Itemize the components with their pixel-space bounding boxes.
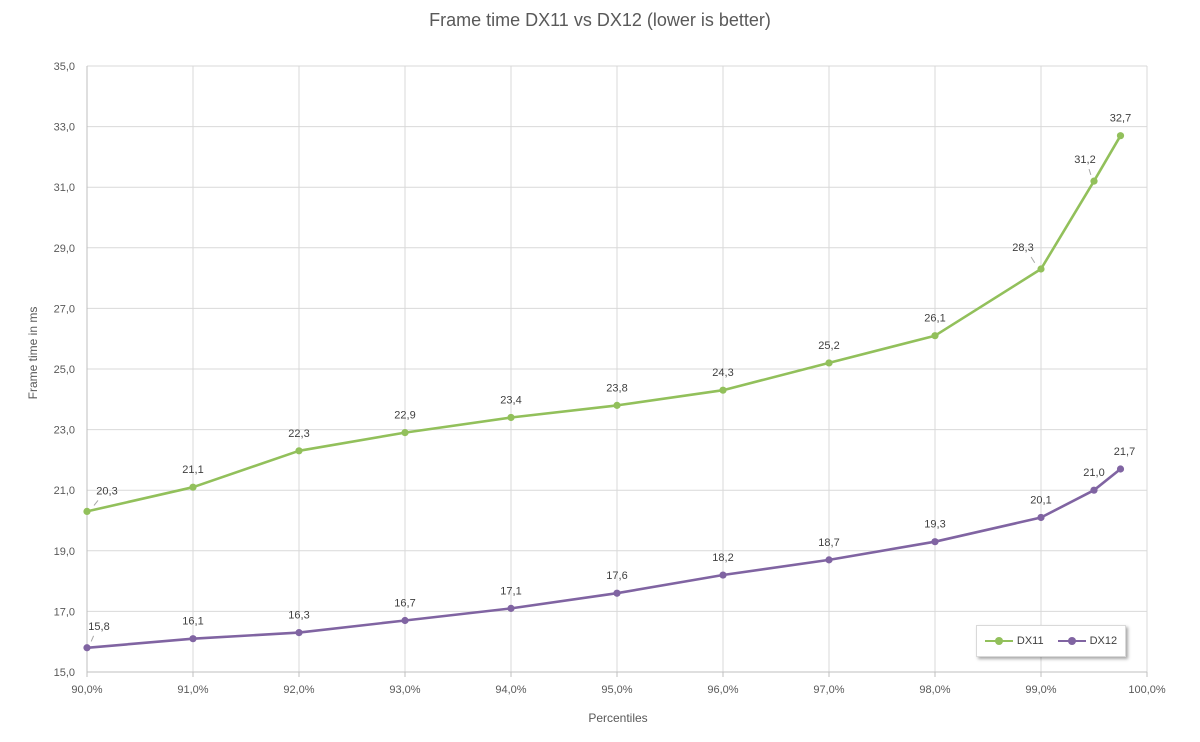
data-label-dx11: 20,3: [96, 485, 117, 497]
y-tick-label: 31,0: [54, 182, 75, 194]
x-tick-label: 92,0%: [283, 684, 314, 696]
x-tick-label: 95,0%: [601, 684, 632, 696]
legend-label-dx11: DX11: [1016, 635, 1044, 647]
x-tick-label: 93,0%: [389, 684, 420, 696]
x-tick-label: 97,0%: [813, 684, 844, 696]
data-point-dx12: [931, 538, 939, 546]
y-tick-label: 25,0: [54, 364, 75, 376]
data-label-dx11: 32,7: [1110, 113, 1131, 125]
x-axis-label: Percentiles: [588, 711, 648, 725]
data-label-dx12: 20,1: [1030, 494, 1051, 506]
data-label-leader: [1088, 168, 1092, 175]
x-tick-label: 98,0%: [919, 684, 950, 696]
data-label-dx11: 23,4: [500, 394, 521, 406]
x-tick-label: 96,0%: [707, 684, 738, 696]
data-label-dx12: 16,1: [182, 616, 203, 628]
data-point-dx12: [1037, 513, 1045, 522]
data-point-dx12: [507, 604, 515, 612]
series-dx12: 15,8 16,1 16,3 16,7 17,1 17,6 18,2 18,7 19,3 20,1…: [83, 446, 1135, 652]
data-label-dx12: 18,7: [818, 537, 839, 549]
series-line-dx11: [86, 135, 1122, 513]
series-dx11: 20,3 21,1 22,3 22,9 23,4 23,8 24,3 25,2 26,1 28,3…: [83, 113, 1131, 516]
data-point-dx11: [613, 401, 621, 409]
legend: DX11 DX12: [976, 625, 1126, 657]
data-point-dx12: [83, 644, 91, 652]
data-point-dx11: [1090, 177, 1098, 185]
legend-label-dx12: DX12: [1089, 635, 1118, 647]
data-label-dx12: 16,3: [288, 610, 309, 622]
chart-title: Frame time DX11 vs DX12 (lower is better…: [429, 10, 771, 30]
y-tick-label: 15,0: [54, 667, 75, 679]
data-label-dx12: 17,1: [500, 585, 521, 597]
data-label-dx12: 15,8: [88, 621, 109, 633]
data-label-dx12: 17,6: [606, 570, 627, 582]
data-point-dx11: [931, 332, 939, 340]
data-label-dx11: 23,8: [606, 382, 627, 394]
data-point-dx11: [1116, 132, 1125, 140]
data-label-dx12: 19,3: [924, 519, 945, 531]
x-tick-label: 94,0%: [495, 684, 526, 696]
data-point-dx12: [613, 589, 621, 597]
data-point-dx11: [83, 507, 91, 516]
y-tick-label: 19,0: [54, 546, 75, 558]
x-tick-label: 100,0%: [1128, 684, 1166, 696]
data-label-dx11: 21,1: [182, 464, 203, 476]
y-tick-label: 23,0: [54, 425, 75, 437]
legend-item-dx11: DX11: [984, 635, 1044, 647]
x-tick-label: 90,0%: [71, 684, 102, 696]
y-tick-label: 27,0: [54, 303, 75, 315]
y-tick-label: 17,0: [54, 606, 75, 618]
data-point-dx12: [401, 616, 409, 625]
data-label-dx11: 22,9: [394, 410, 415, 422]
data-point-dx12: [719, 571, 727, 579]
legend-swatch-dx12: [1057, 636, 1086, 646]
data-label-dx12: 18,2: [712, 552, 733, 564]
data-label-leader: [93, 500, 99, 506]
y-tick-label: 35,0: [54, 61, 75, 73]
data-point-dx11: [189, 483, 197, 491]
data-label-dx12: 21,7: [1114, 446, 1135, 458]
data-point-dx12: [295, 629, 303, 637]
y-axis-label: Frame time in ms: [26, 306, 40, 400]
data-label-dx11: 25,2: [818, 340, 839, 352]
data-label-dx12: 21,0: [1083, 467, 1104, 479]
data-point-dx11: [401, 429, 409, 437]
data-label-dx11: 26,1: [924, 313, 945, 325]
data-point-dx11: [825, 359, 833, 367]
legend-swatch-dx11: [984, 636, 1013, 646]
data-point-dx12: [189, 635, 197, 643]
data-label-dx11: 22,3: [288, 428, 309, 440]
data-point-dx12: [1116, 465, 1125, 473]
data-label-dx11: 24,3: [712, 367, 733, 379]
data-point-dx11: [1037, 265, 1045, 273]
data-point-dx11: [295, 447, 303, 455]
data-label-leader: [1030, 256, 1036, 263]
series-line-dx12: [86, 467, 1122, 650]
data-label-leader: [90, 635, 95, 642]
x-tick-label: 99,0%: [1025, 684, 1056, 696]
data-point-dx11: [719, 386, 727, 394]
data-label-dx12: 16,7: [394, 597, 415, 609]
y-tick-label: 29,0: [54, 243, 75, 255]
data-point-dx12: [1090, 486, 1098, 494]
data-label-dx11: 31,2: [1074, 154, 1095, 166]
y-tick-label: 33,0: [54, 122, 75, 134]
y-tick-label: 21,0: [54, 485, 75, 497]
x-tick-label: 91,0%: [177, 684, 208, 696]
legend-item-dx12: DX12: [1057, 635, 1118, 647]
data-label-dx11: 28,3: [1012, 242, 1033, 254]
data-point-dx11: [507, 413, 515, 422]
data-point-dx12: [825, 556, 833, 564]
